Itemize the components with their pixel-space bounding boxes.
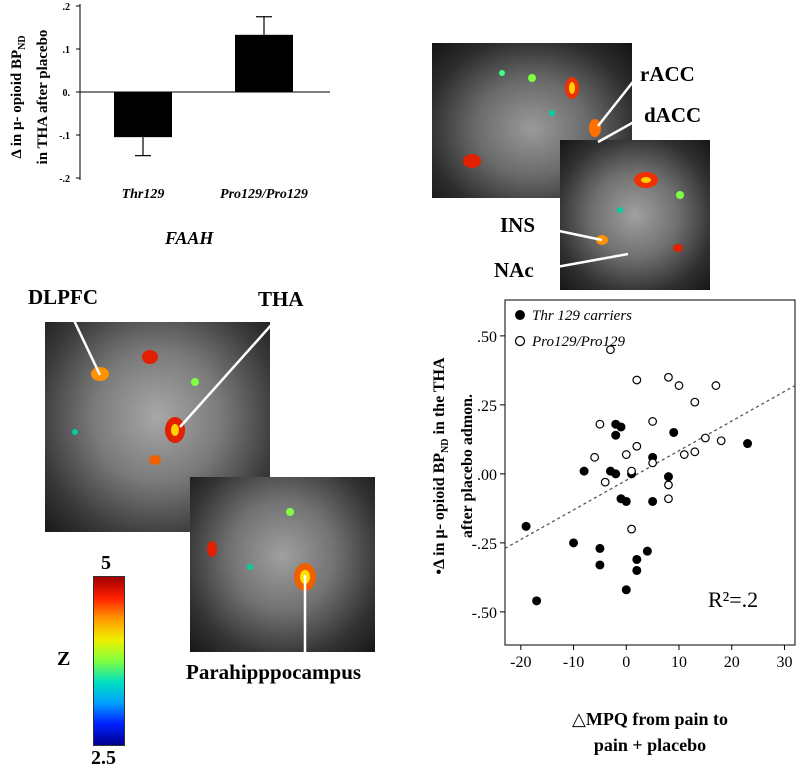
scatter-y-tick-label: -.50 bbox=[472, 605, 497, 622]
scatter-point-pro129 bbox=[600, 477, 610, 487]
scatter-chart: -20 -10 0 10 20 30 .50 .25 .00 -.25 -.50 Thr 129 c… bbox=[472, 299, 796, 671]
scatter-point-thr129 bbox=[632, 565, 642, 575]
scatter-x-tick-label: -20 bbox=[510, 654, 531, 671]
scatter-point-pro129 bbox=[632, 375, 642, 385]
legend-label: Thr 129 carriers bbox=[532, 308, 632, 324]
scatter-point-pro129 bbox=[700, 433, 710, 443]
scatter-point-thr129 bbox=[595, 560, 605, 570]
scatter-xlabel-line2: pain + placebo bbox=[593, 735, 707, 755]
legend-label: Pro129/Pro129 bbox=[531, 334, 626, 350]
scatter-y-tick-label: -.25 bbox=[472, 536, 497, 553]
scatter-point-thr129 bbox=[579, 466, 589, 476]
scatter-y-tick-label: .00 bbox=[477, 467, 497, 484]
scatter-point-pro129 bbox=[674, 381, 684, 390]
scatter-point-pro129 bbox=[690, 447, 700, 457]
scatter-point-thr129 bbox=[743, 439, 753, 449]
bar bbox=[235, 34, 293, 92]
bar bbox=[114, 92, 172, 138]
scatter-point-thr129 bbox=[648, 496, 658, 506]
pointer-line-ins bbox=[544, 226, 603, 242]
pointer-line-racc bbox=[597, 77, 637, 127]
pointer-line-dacc bbox=[597, 116, 642, 144]
scatter-point-pro129 bbox=[716, 436, 726, 446]
scatter-point-thr129 bbox=[532, 596, 542, 606]
pointer-line-dlpfc bbox=[68, 311, 102, 376]
scatter-point-pro129 bbox=[711, 381, 721, 390]
scatter-point-pro129 bbox=[679, 450, 689, 459]
scatter-point-pro129 bbox=[648, 417, 658, 426]
scatter-point-pro129 bbox=[632, 441, 642, 451]
scatter-y-tick-label: .25 bbox=[477, 398, 497, 415]
scatter-x-tick-label: -10 bbox=[563, 654, 584, 671]
scatter-point-thr129 bbox=[569, 538, 579, 548]
pointer-line-nac bbox=[539, 252, 629, 272]
bar-xlabel: FAAH bbox=[165, 228, 214, 248]
scatter-point-pro129 bbox=[627, 524, 636, 534]
bar-y-tick-label: -.2 bbox=[59, 174, 70, 185]
scatter-point-pro129 bbox=[595, 419, 605, 429]
scatter-point-pro129 bbox=[590, 452, 600, 462]
scatter-x-tick-label: 0 bbox=[622, 654, 630, 671]
scatter-x-tick-label: 10 bbox=[671, 654, 687, 671]
coronal-brain-image-small bbox=[190, 477, 375, 652]
sagittal-activation-overlay bbox=[463, 70, 601, 168]
bar-y-tick-label: -.1 bbox=[59, 131, 70, 142]
bar-category-label: Thr129 bbox=[122, 187, 165, 200]
scatter-point-pro129 bbox=[621, 450, 631, 459]
label-nac: NAc bbox=[494, 258, 534, 282]
bar-category-label: Pro129/Pro129 bbox=[220, 187, 308, 200]
scatter-x-tick-label: 20 bbox=[724, 654, 740, 671]
bottom-left-pointer-lines bbox=[68, 311, 307, 658]
label-tha: THA bbox=[258, 287, 304, 311]
label-dacc: dACC bbox=[642, 103, 704, 128]
scatter-point-thr129 bbox=[616, 422, 626, 432]
label-racc: rACC bbox=[638, 62, 697, 87]
bar-y-tick-label: 0. bbox=[63, 88, 71, 99]
legend-marker-open bbox=[514, 335, 526, 347]
r-squared-annotation: R²=.2 bbox=[708, 587, 758, 612]
scatter-point-thr129 bbox=[521, 521, 531, 531]
label-parahippocampus: Parahipppocampus bbox=[186, 660, 362, 684]
scatter-y-tick-label: .50 bbox=[477, 329, 497, 346]
bar-chart: .2 .1 0. -.1 -.2 Thr129 Pro129/Pro129 bbox=[59, 2, 330, 200]
bar-y-tick-label: .2 bbox=[63, 2, 71, 13]
pointer-line-tha bbox=[179, 312, 283, 428]
scatter-x-tick-label: 30 bbox=[776, 654, 792, 671]
scatter-plot-frame bbox=[504, 299, 796, 646]
scatter-point-thr129 bbox=[663, 472, 673, 482]
colorbar-z-label: Z bbox=[57, 648, 71, 670]
scatter-point-thr129 bbox=[669, 427, 679, 437]
scatter-xlabel-line1: △MPQ from pain to bbox=[572, 709, 728, 729]
scatter-point-pro129 bbox=[664, 372, 673, 382]
scatter-point-pro129 bbox=[664, 480, 673, 490]
colorbar-max-label: 5 bbox=[101, 552, 111, 574]
bar-y-tick-label: .1 bbox=[63, 45, 71, 56]
scatter-point-thr129 bbox=[595, 543, 605, 553]
scatter-point-thr129 bbox=[632, 554, 642, 564]
coronal-brain-image-top bbox=[560, 140, 710, 290]
scatter-point-thr129 bbox=[621, 585, 631, 595]
scatter-point-pro129 bbox=[664, 494, 673, 504]
legend-marker-filled bbox=[515, 310, 525, 320]
scatter-point-thr129 bbox=[611, 430, 621, 440]
scatter-point-thr129 bbox=[611, 469, 621, 479]
scatter-point-pro129 bbox=[627, 466, 636, 476]
colorbar-min-label: 2.5 bbox=[91, 747, 116, 769]
label-ins: INS bbox=[500, 213, 536, 237]
scatter-point-thr129 bbox=[621, 496, 631, 506]
label-dlpfc: DLPFC bbox=[28, 285, 98, 309]
scatter-point-pro129 bbox=[648, 458, 658, 468]
scatter-xlabel: △MPQ from pain to pain + placebo bbox=[525, 706, 775, 758]
colorbar bbox=[93, 576, 125, 746]
scatter-point-pro129 bbox=[690, 397, 700, 407]
regression-trendline bbox=[504, 384, 796, 549]
scatter-point-thr129 bbox=[642, 546, 652, 556]
top-right-pointer-lines bbox=[539, 77, 642, 272]
scatter-point-pro129 bbox=[606, 345, 615, 355]
